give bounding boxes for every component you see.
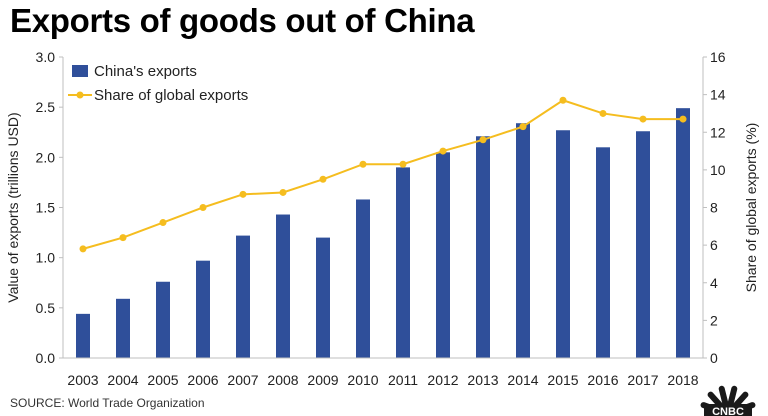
- share-point-2014: [519, 123, 527, 131]
- x-tick-label-2006: 2006: [187, 372, 218, 388]
- left-tick-label-0.5: 0.5: [36, 300, 56, 316]
- right-tick-label-2: 2: [710, 312, 718, 328]
- bar-2018: [676, 108, 690, 358]
- legend-label-line: Share of global exports: [94, 87, 248, 104]
- bar-2006: [196, 260, 210, 358]
- axes: 0.0 0.5 1.0 1.5 2.0 2.5 3.0 0 2 4 6 8 10 12 14 16 2003 20…: [5, 49, 759, 388]
- x-tick-label-2003: 2003: [67, 372, 98, 388]
- legend-label-bars: China's exports: [94, 63, 197, 80]
- left-tick-label-1.5: 1.5: [36, 200, 56, 216]
- line-series: [79, 96, 687, 253]
- share-point-2003: [79, 245, 87, 253]
- x-tick-label-2013: 2013: [467, 372, 498, 388]
- share-point-2011: [399, 160, 407, 168]
- legend-swatch-bars: [72, 65, 88, 77]
- x-tick-label-2009: 2009: [307, 372, 338, 388]
- bar-2015: [556, 130, 570, 358]
- cnbc-logo: CNBC: [700, 385, 756, 416]
- source-note: SOURCE: World Trade Organization: [10, 396, 205, 410]
- bar-2010: [356, 199, 370, 358]
- bar-2003: [76, 313, 90, 358]
- share-point-2012: [439, 147, 447, 155]
- share-point-2013: [479, 136, 487, 144]
- chart-title: Exports of goods out of China: [10, 2, 475, 39]
- x-tick-label-2018: 2018: [667, 372, 698, 388]
- x-tick-label-2012: 2012: [427, 372, 458, 388]
- share-point-2017: [639, 115, 647, 123]
- bar-2016: [596, 147, 610, 358]
- share-point-2016: [599, 109, 607, 117]
- right-tick-label-8: 8: [710, 200, 718, 216]
- x-tick-label-2015: 2015: [547, 372, 578, 388]
- share-point-2015: [559, 96, 567, 104]
- x-tick-label-2007: 2007: [227, 372, 258, 388]
- x-tick-label-2017: 2017: [627, 372, 658, 388]
- bar-2007: [236, 235, 250, 358]
- right-tick-label-12: 12: [710, 124, 726, 140]
- logo-wordmark: CNBC: [712, 406, 744, 416]
- bar-2017: [636, 131, 650, 358]
- right-tick-label-14: 14: [710, 87, 726, 103]
- share-point-2008: [279, 188, 287, 196]
- right-tick-label-6: 6: [710, 237, 718, 253]
- share-point-2018: [679, 115, 687, 123]
- left-tick-label-2.5: 2.5: [36, 99, 56, 115]
- logo-wordmark-bg: [704, 404, 752, 416]
- right-tick-label-16: 16: [710, 49, 726, 65]
- x-tick-label-2011: 2011: [388, 372, 418, 388]
- bar-series: [76, 108, 690, 358]
- share-point-2005: [159, 219, 167, 227]
- left-tick-label-3.0: 3.0: [36, 49, 56, 65]
- x-tick-label-2014: 2014: [507, 372, 538, 388]
- legend: China's exports Share of global exports: [68, 63, 248, 104]
- legend-swatch-line-marker: [76, 91, 84, 99]
- right-tick-label-10: 10: [710, 162, 726, 178]
- bar-2011: [396, 167, 410, 358]
- bar-2009: [316, 237, 330, 358]
- y-axis-title-left: Value of exports (trillions USD): [5, 112, 21, 302]
- bar-2012: [436, 152, 450, 358]
- x-tick-label-2004: 2004: [107, 372, 138, 388]
- right-tick-label-4: 4: [710, 275, 718, 291]
- bar-2005: [156, 281, 170, 358]
- bar-2008: [276, 214, 290, 358]
- share-line: [82, 99, 683, 250]
- share-point-2010: [359, 160, 367, 168]
- bar-2004: [116, 298, 130, 358]
- share-point-2009: [319, 175, 327, 183]
- bar-2014: [516, 123, 530, 358]
- left-tick-label-2.0: 2.0: [36, 149, 56, 165]
- x-tick-label-2008: 2008: [267, 372, 298, 388]
- share-point-2007: [239, 190, 247, 198]
- left-tick-label-1.0: 1.0: [36, 250, 56, 266]
- x-tick-label-2010: 2010: [347, 372, 378, 388]
- share-point-2004: [119, 234, 127, 242]
- left-tick-label-0.0: 0.0: [36, 350, 56, 366]
- y-axis-title-right: Share of global exports (%): [743, 123, 759, 293]
- bar-2013: [476, 136, 490, 358]
- share-point-2006: [199, 204, 207, 211]
- right-tick-label-0: 0: [710, 350, 718, 366]
- x-tick-label-2005: 2005: [147, 372, 178, 388]
- x-tick-label-2016: 2016: [587, 372, 618, 388]
